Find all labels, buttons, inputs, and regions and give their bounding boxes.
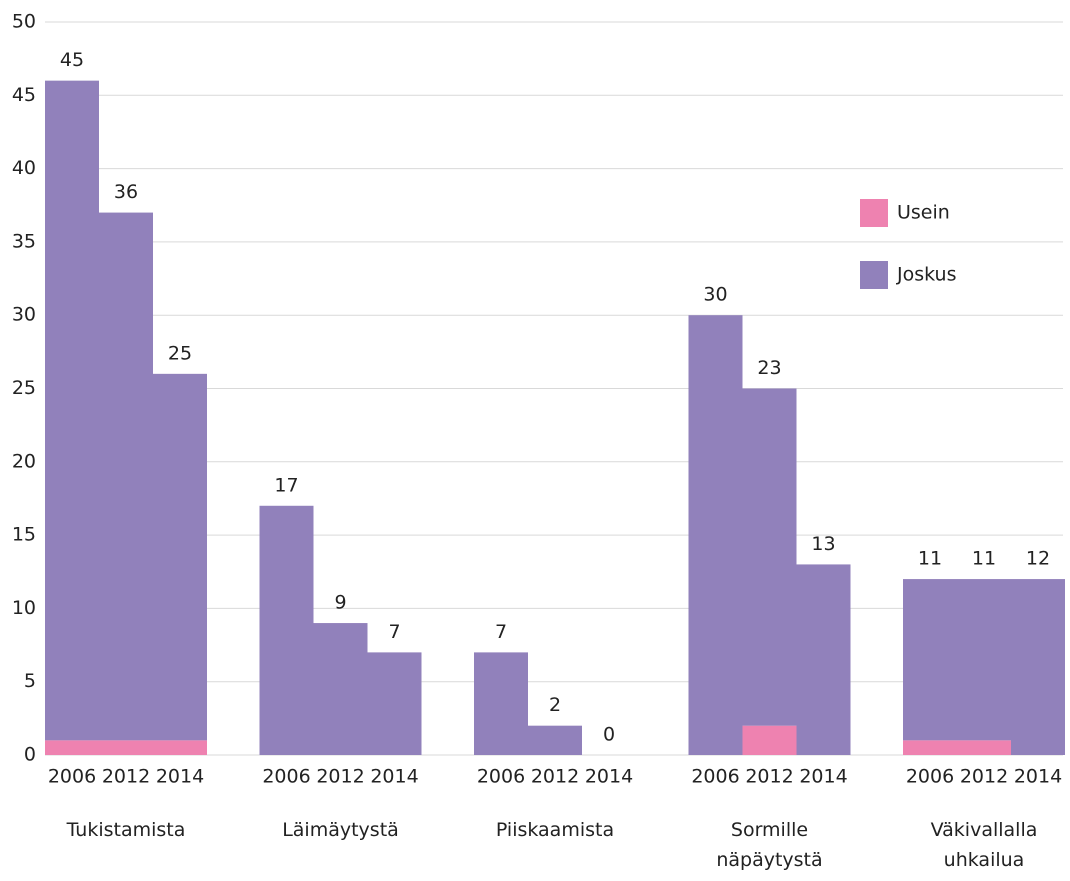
bar-segment	[313, 623, 368, 755]
y-tick-label: 30	[12, 304, 36, 326]
group-label: Piiskaamista	[495, 819, 615, 841]
x-tick-label: 2014	[585, 766, 633, 788]
x-tick-label: 2014	[799, 766, 847, 788]
data-label: 17	[274, 474, 298, 496]
y-tick-label: 45	[12, 84, 36, 106]
x-tick-label: 2012	[745, 766, 793, 788]
x-tick-label: 2014	[370, 766, 418, 788]
data-label: 11	[918, 548, 942, 570]
data-label: 7	[495, 621, 507, 643]
bar-segment	[688, 315, 743, 755]
data-label: 9	[334, 592, 346, 614]
data-label: 11	[972, 548, 996, 570]
x-tick-label: 2012	[316, 766, 364, 788]
data-label: 13	[811, 533, 835, 555]
data-label: 0	[603, 724, 615, 746]
bar-segment	[99, 740, 153, 755]
bar-segment	[367, 652, 422, 755]
data-label: 36	[114, 181, 138, 203]
bar-segment	[474, 652, 528, 755]
bar-segment	[796, 564, 851, 755]
y-tick-label: 40	[12, 157, 36, 179]
bar-segment	[153, 373, 207, 741]
legend-label: Usein	[897, 202, 950, 224]
data-label: 25	[168, 342, 192, 364]
y-tick-label: 0	[24, 744, 36, 766]
bar-segment	[903, 740, 957, 755]
bar-segment	[45, 740, 99, 755]
group-label: Läimäytystä	[282, 819, 399, 841]
bar-segment	[99, 212, 153, 741]
x-tick-label: 2006	[906, 766, 954, 788]
bar-segment	[742, 388, 797, 726]
x-tick-label: 2006	[48, 766, 96, 788]
y-tick-label: 15	[12, 524, 36, 546]
x-tick-label: 2012	[531, 766, 579, 788]
y-tick-label: 35	[12, 230, 36, 252]
x-tick-label: 2014	[1014, 766, 1062, 788]
y-tick-label: 25	[12, 377, 36, 399]
bar-segment	[45, 80, 99, 741]
group-label: Sormille näpäytystä	[716, 819, 823, 871]
data-label: 30	[703, 284, 727, 306]
x-tick-label: 2006	[691, 766, 739, 788]
bar-segment	[957, 579, 1011, 741]
bar-segment	[957, 740, 1011, 755]
x-tick-label: 2012	[960, 766, 1008, 788]
group-label: Väkivallalla uhkailua	[930, 819, 1038, 871]
legend-swatch	[860, 199, 888, 227]
data-label: 23	[757, 357, 781, 379]
y-tick-label: 10	[12, 597, 36, 619]
x-tick-label: 2006	[477, 766, 525, 788]
bar-segment	[1011, 579, 1065, 755]
data-label: 2	[549, 694, 561, 716]
data-label: 45	[60, 49, 84, 71]
group-label: Tukistamista	[66, 819, 186, 841]
y-tick-label: 50	[12, 11, 36, 33]
y-tick-label: 5	[24, 670, 36, 692]
x-tick-label: 2012	[102, 766, 150, 788]
y-tick-label: 20	[12, 450, 36, 472]
x-tick-label: 2014	[156, 766, 204, 788]
data-label: 7	[388, 621, 400, 643]
bar-segment	[903, 579, 957, 741]
bar-segment	[153, 740, 207, 755]
legend-swatch	[860, 261, 888, 289]
bar-segment	[259, 505, 314, 755]
x-tick-label: 2006	[262, 766, 310, 788]
data-label: 12	[1026, 548, 1050, 570]
bar-segment	[528, 725, 582, 755]
bar-segment	[742, 725, 797, 755]
legend-label: Joskus	[896, 264, 957, 286]
